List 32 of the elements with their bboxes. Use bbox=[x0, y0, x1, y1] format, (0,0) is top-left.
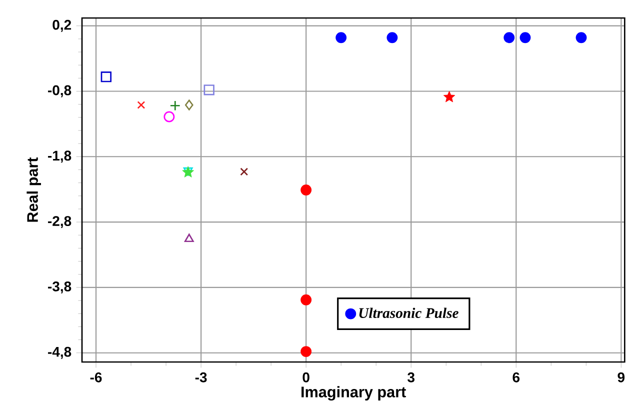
y-tick-label: -2,8 bbox=[48, 216, 72, 228]
y-tick-label: 0,2 bbox=[52, 20, 72, 32]
point bbox=[184, 100, 194, 110]
point bbox=[137, 101, 146, 109]
point bbox=[204, 84, 214, 96]
point bbox=[240, 168, 248, 176]
x-tick-label: 0 bbox=[302, 372, 310, 382]
point bbox=[170, 100, 180, 111]
point bbox=[300, 294, 312, 306]
point bbox=[443, 90, 456, 102]
point bbox=[504, 32, 515, 44]
y-tick-label: -1,8 bbox=[48, 150, 72, 163]
x-tick-label: -3 bbox=[195, 372, 207, 382]
point bbox=[300, 346, 312, 358]
point bbox=[336, 32, 347, 44]
x-tick-label: 3 bbox=[408, 372, 414, 382]
x-axis-title: Imaginary part bbox=[302, 386, 406, 401]
point bbox=[164, 111, 175, 122]
x-tick-label: 9 bbox=[618, 372, 625, 382]
legend-label: Ultrasonic Pulse bbox=[359, 308, 458, 318]
y-tick-label: -4,8 bbox=[48, 346, 72, 359]
point bbox=[184, 234, 194, 242]
point bbox=[386, 32, 398, 44]
point bbox=[100, 72, 112, 82]
point bbox=[576, 32, 587, 44]
point bbox=[300, 184, 312, 196]
x-tick-label: 6 bbox=[512, 372, 520, 382]
y-tick-label: -0,8 bbox=[48, 85, 72, 98]
y-axis-title: Real part bbox=[26, 157, 41, 222]
x-tick-label: -6 bbox=[90, 372, 102, 382]
y-tick-label: -3,8 bbox=[48, 281, 72, 294]
point bbox=[520, 32, 531, 44]
